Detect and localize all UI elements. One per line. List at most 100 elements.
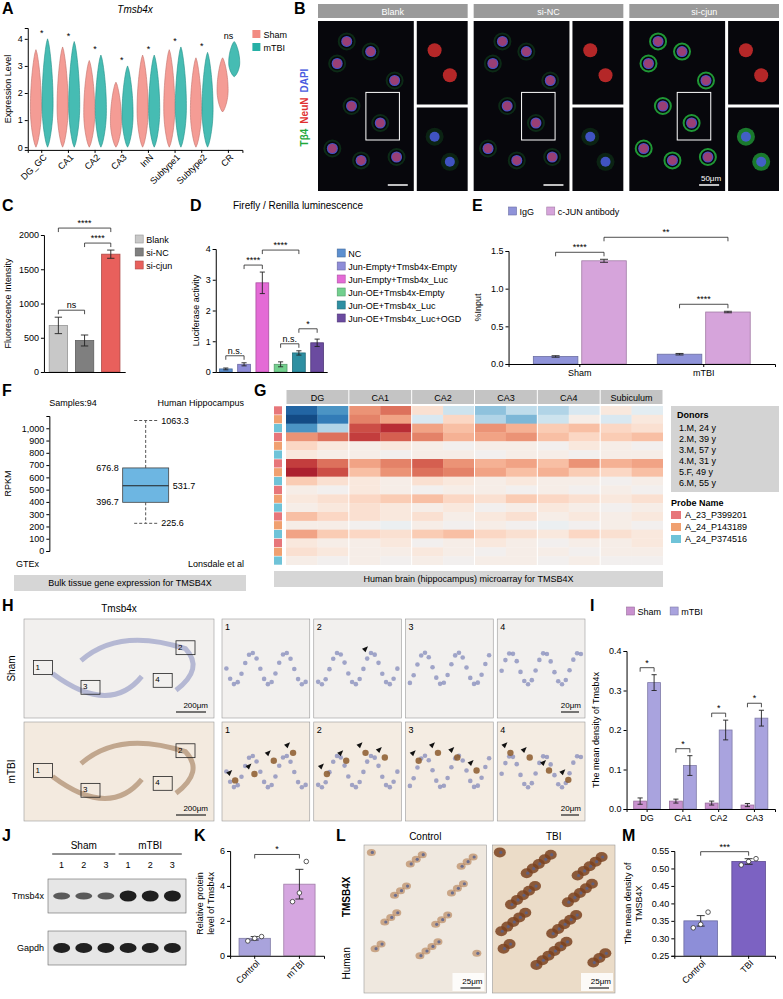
- y-tick-mark: [25, 39, 28, 40]
- nucleus-neun: [668, 156, 677, 165]
- x-axis-line: [509, 365, 775, 368]
- cell-nucleus: [556, 679, 561, 684]
- heatmap-cell: [380, 459, 412, 468]
- panel: 0500100015002000Fluorescence IntensityBl…: [2, 197, 172, 377]
- cell-nucleus: [585, 887, 588, 890]
- cell-nucleus: [579, 891, 582, 894]
- scale-label: 200μm: [183, 804, 208, 813]
- legend-swatch: [337, 314, 345, 322]
- arrowhead: [540, 760, 546, 766]
- channel-label: DAPI: [299, 68, 310, 92]
- stained-cell: [473, 767, 479, 773]
- cell-nucleus: [288, 656, 293, 661]
- heatmap-cell: [506, 424, 538, 433]
- legend-label: 5.F, 49 y: [679, 467, 714, 477]
- heatmap-cell: [412, 433, 444, 442]
- heatmap-cell: [317, 468, 349, 477]
- heatmap-cell: [380, 512, 412, 521]
- image-inset: [222, 722, 310, 821]
- error-bar: [107, 250, 114, 258]
- y-tick-mark: [25, 147, 28, 148]
- heatmap-cell: [412, 477, 444, 486]
- stained-cell: [495, 926, 507, 936]
- cell-nucleus: [331, 657, 336, 662]
- legend-swatch: [337, 262, 345, 270]
- y-tick-mark: [25, 66, 28, 67]
- heatmap-cell: [286, 486, 318, 495]
- y-tick-mark: [46, 551, 49, 552]
- cell-nucleus: [445, 673, 450, 678]
- cell-nucleus: [518, 773, 523, 778]
- legend-swatch: [671, 523, 681, 531]
- stained-cell: [546, 767, 552, 773]
- panel: Tβ4NeuNDAPIBlanksi-NCsi-cjun50μmB: [294, 0, 779, 191]
- x-tick-mark: [703, 364, 704, 367]
- row-label: Human: [341, 947, 352, 979]
- heatmap-cell: [443, 539, 475, 548]
- nucleus-neun: [333, 59, 342, 68]
- heatmap-cell: [349, 486, 381, 495]
- y-tick-mark: [46, 453, 49, 454]
- x-tick: InN: [138, 150, 155, 169]
- nucleus: [702, 152, 713, 163]
- heatmap-cell: [412, 459, 444, 468]
- cells: [286, 406, 663, 565]
- image-main: [629, 21, 725, 191]
- cell-nucleus: [388, 682, 393, 687]
- violin: [149, 55, 160, 147]
- nucleus-neun: [644, 59, 653, 68]
- heatmap-cell: [537, 477, 569, 486]
- whisker-lower: [134, 502, 157, 523]
- stained-cell: [290, 750, 296, 756]
- heatmap-cell: [349, 556, 381, 565]
- cell-nucleus: [395, 666, 400, 671]
- heatmap-cell: [506, 512, 538, 521]
- nucleus-neun: [701, 76, 710, 85]
- x-tick-label: mTBI: [693, 368, 715, 378]
- heatmap-cell: [569, 486, 601, 495]
- nucleus: [487, 58, 498, 69]
- legend-label: 2.M, 39 y: [679, 434, 717, 444]
- nucleus: [643, 58, 654, 69]
- cell-nucleus: [406, 884, 409, 887]
- cell-nucleus: [419, 653, 424, 658]
- y-axis-title-line: Expression Level: [3, 55, 13, 124]
- arrowhead: [521, 747, 527, 753]
- x-tick: Control: [680, 956, 708, 986]
- heatmap-cell: [569, 450, 601, 459]
- cell-nucleus: [533, 668, 538, 673]
- x-tick: Subtype2: [175, 150, 209, 186]
- cell-green: [363, 44, 379, 60]
- significance-label: *: [200, 41, 204, 51]
- cell-nucleus: [476, 783, 481, 788]
- nucleus: [545, 75, 556, 86]
- cell-nucleus: [277, 763, 282, 768]
- x-tick-mark: [579, 364, 580, 367]
- cell-nucleus: [552, 773, 557, 778]
- error-bar: [745, 803, 750, 806]
- error-bar: [242, 363, 247, 366]
- annotation: GTEx: [16, 559, 40, 569]
- heatmap-cell: [537, 441, 569, 450]
- x-axis: [44, 372, 125, 373]
- cell-nucleus: [468, 676, 473, 681]
- heatmap-cell: [412, 486, 444, 495]
- stained-cell: [505, 900, 517, 910]
- inset-box: [366, 92, 400, 140]
- nucleus-neun: [342, 37, 351, 46]
- data-point: [754, 856, 759, 861]
- nucleus-neun: [488, 59, 497, 68]
- stained-cell: [521, 868, 533, 878]
- heatmap-cell: [349, 468, 381, 477]
- x-tick-label: TBI: [739, 958, 756, 975]
- y-axis: 01002003004005006007008009001,000: [22, 417, 50, 557]
- scale-bar: [388, 184, 408, 186]
- cell-nucleus: [548, 954, 551, 957]
- scale-bar: [461, 987, 481, 988]
- heatmap-cell: [600, 433, 632, 442]
- legend-label: IgG: [520, 207, 535, 217]
- bar: [657, 354, 702, 364]
- significance-label: n.s.: [228, 346, 243, 356]
- cell-nucleus: [514, 659, 519, 664]
- heatmap-cell: [569, 433, 601, 442]
